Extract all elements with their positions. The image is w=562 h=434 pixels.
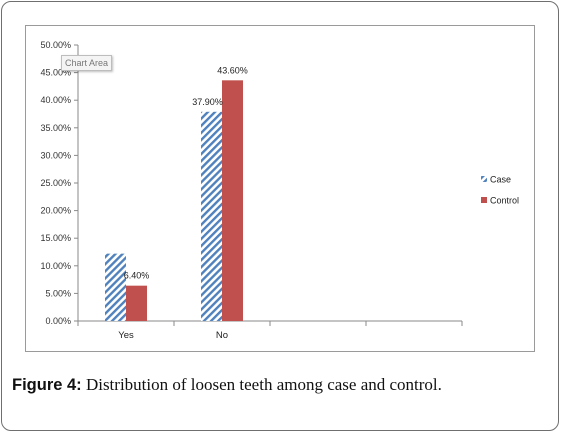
y-tick-label: 50.00% <box>40 40 71 50</box>
x-tick-label: No <box>216 330 228 341</box>
bars <box>105 80 243 322</box>
y-tick-label: 15.00% <box>40 233 71 243</box>
y-tick-label: 25.00% <box>40 178 71 188</box>
y-tick-label: 30.00% <box>40 150 71 160</box>
x-tick-label: Yes <box>118 330 134 341</box>
data-label: 43.60% <box>217 65 248 75</box>
bar-case <box>201 111 222 322</box>
bar-control <box>222 80 243 321</box>
y-tick-label: 10.00% <box>40 261 71 271</box>
legend-swatch-case <box>481 176 487 182</box>
y-tick-label: 40.00% <box>40 95 71 105</box>
legend-label: Control <box>490 196 519 206</box>
data-labels: 37.90% 6.40% 43.60% <box>124 65 248 280</box>
y-tick-label: 5.00% <box>45 288 71 298</box>
chart-area-tooltip: Chart Area <box>61 55 113 71</box>
y-tick-label: 35.00% <box>40 123 71 133</box>
data-label: 6.40% <box>124 271 150 281</box>
figure-caption-text: Distribution of loosen teeth among case … <box>81 375 442 394</box>
figure-caption: Figure 4: Distribution of loosen teeth a… <box>12 375 442 395</box>
axes: 0.00% 5.00% 10.00% 15.00% 20.00% 25.00% 30.00%… <box>40 40 463 341</box>
y-tick-label: 0.00% <box>45 316 71 326</box>
bar-case <box>105 253 126 321</box>
figure-caption-label: Figure 4: <box>12 376 82 394</box>
legend: Case Control <box>481 175 519 206</box>
legend-swatch-control <box>481 197 487 203</box>
legend-label: Case <box>490 175 511 185</box>
bar-control <box>126 285 147 321</box>
y-tick-label: 20.00% <box>40 206 71 216</box>
y-tick-label: 45.00% <box>40 68 71 78</box>
data-label: 37.90% <box>192 97 223 107</box>
